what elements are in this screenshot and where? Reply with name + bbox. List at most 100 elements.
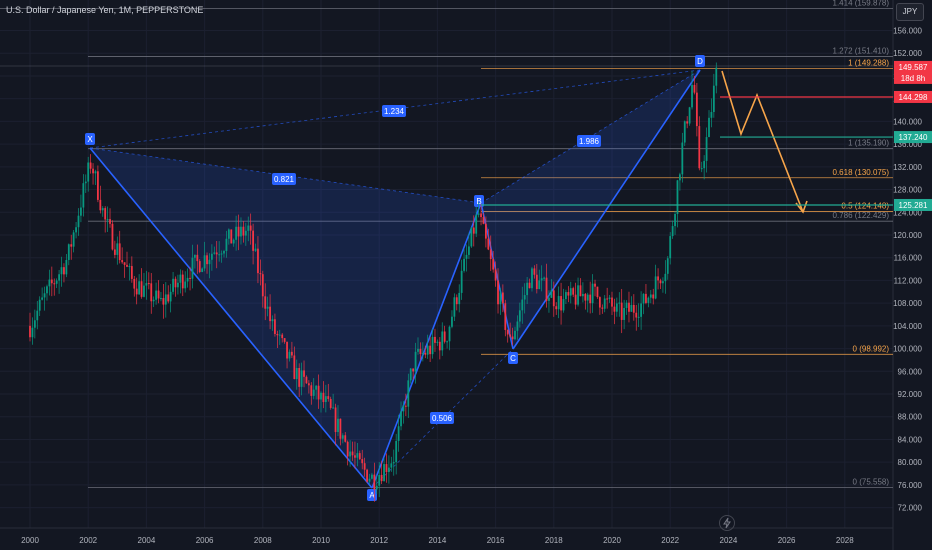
candle-body xyxy=(688,107,691,124)
projection-line[interactable] xyxy=(721,70,804,213)
candle-body xyxy=(31,327,34,338)
candle-body xyxy=(419,348,422,355)
pattern-leg[interactable] xyxy=(371,202,482,489)
candle-body xyxy=(652,294,655,299)
candle-body xyxy=(322,392,325,403)
candle-body xyxy=(521,299,524,311)
pattern-leg[interactable] xyxy=(512,69,701,350)
candle-body xyxy=(160,298,162,300)
candle-body xyxy=(497,280,499,305)
candle-body xyxy=(591,283,594,304)
candle-body xyxy=(518,310,521,322)
candle-body xyxy=(135,288,138,295)
harmonic-pattern[interactable]: 1.234 0.821 1.986 0.506 X A B C D xyxy=(85,55,705,501)
candle-body xyxy=(514,330,516,340)
y-tick-label: 84.000 xyxy=(898,435,923,444)
candle-body xyxy=(533,268,536,275)
candle-body xyxy=(109,219,111,224)
candle-body xyxy=(286,341,288,359)
lightning-icon[interactable] xyxy=(719,515,735,531)
candle-body xyxy=(674,213,676,227)
candle-body xyxy=(615,303,618,312)
y-tick-label: 132.000 xyxy=(893,163,922,172)
candle-body xyxy=(36,310,39,321)
price-tag xyxy=(894,131,932,144)
candle-body xyxy=(317,385,320,400)
candle-body xyxy=(596,286,599,298)
price-tag xyxy=(894,71,932,84)
candle-body xyxy=(412,368,415,372)
candle-body xyxy=(29,325,31,338)
candle-body xyxy=(121,260,124,263)
candle-body xyxy=(441,331,444,351)
candle-body xyxy=(392,462,395,464)
y-tick-label: 112.000 xyxy=(894,276,923,285)
point-label: X xyxy=(87,135,93,144)
price-tag xyxy=(894,60,932,73)
candle-body xyxy=(46,286,48,294)
candle-body xyxy=(545,277,548,301)
candle-body xyxy=(264,296,267,309)
candle-body xyxy=(50,279,53,284)
candle-body xyxy=(65,259,68,275)
candle-body xyxy=(283,338,286,342)
pattern-triangle-xab xyxy=(90,148,481,488)
x-tick-label: 2000 xyxy=(21,536,39,545)
candle-body xyxy=(201,268,204,273)
candle-body xyxy=(87,162,90,182)
currency-badge[interactable]: JPY xyxy=(896,3,924,21)
time-axis[interactable]: 2000 2002 2004 2006 2008 2010 2012 2014 2016 2018… xyxy=(21,536,854,545)
y-tick-label: 72.000 xyxy=(898,504,923,513)
y-tick-label: 152.000 xyxy=(893,49,922,58)
candle-body xyxy=(640,303,642,317)
candle-body xyxy=(426,345,429,355)
symbol-title[interactable]: U.S. Dollar / Japanese Yen, 1M, PEPPERST… xyxy=(6,5,204,15)
fib-label: 1 (135.190) xyxy=(848,139,889,148)
candle-body xyxy=(225,238,228,251)
candle-body xyxy=(492,259,495,270)
candle-body xyxy=(118,243,121,261)
candle-body xyxy=(708,117,710,138)
candle-body xyxy=(693,84,696,93)
ratio-badge xyxy=(430,412,454,424)
candle-body xyxy=(58,274,60,281)
candle-body xyxy=(710,111,713,118)
candle-body xyxy=(436,341,439,343)
ratio-badge xyxy=(272,173,296,185)
candle-body xyxy=(334,407,337,433)
candle-body xyxy=(485,223,487,239)
point-label: B xyxy=(476,197,481,206)
candle-body xyxy=(390,463,393,468)
candle-body xyxy=(230,229,233,244)
ratio-badge xyxy=(382,105,406,117)
candle-body xyxy=(244,230,247,236)
candle-body xyxy=(407,380,410,407)
candle-body xyxy=(543,277,545,279)
candle-body xyxy=(676,180,679,214)
price-tag-label: 18d 8h xyxy=(901,74,925,83)
candle-body xyxy=(196,254,199,262)
candle-body xyxy=(414,351,417,372)
candle-body xyxy=(463,258,465,271)
candle-body xyxy=(438,341,441,351)
candle-body xyxy=(320,392,322,400)
candle-body xyxy=(378,474,381,486)
candle-body xyxy=(203,255,206,269)
x-tick-label: 2014 xyxy=(429,536,447,545)
projection-path[interactable] xyxy=(481,70,893,214)
candle-body xyxy=(307,383,310,386)
candle-body xyxy=(63,267,65,275)
x-tick-label: 2018 xyxy=(545,536,563,545)
candle-body xyxy=(128,266,131,268)
candle-body xyxy=(312,389,315,396)
x-tick-label: 2012 xyxy=(370,536,388,545)
candle-body xyxy=(632,304,635,313)
ratio-label: 0.821 xyxy=(274,175,295,184)
pattern-leg[interactable] xyxy=(89,147,373,489)
candle-body xyxy=(608,297,611,299)
candle-body xyxy=(80,207,82,216)
candle-body xyxy=(509,334,512,337)
candle-body xyxy=(679,174,681,181)
candles xyxy=(29,62,718,502)
